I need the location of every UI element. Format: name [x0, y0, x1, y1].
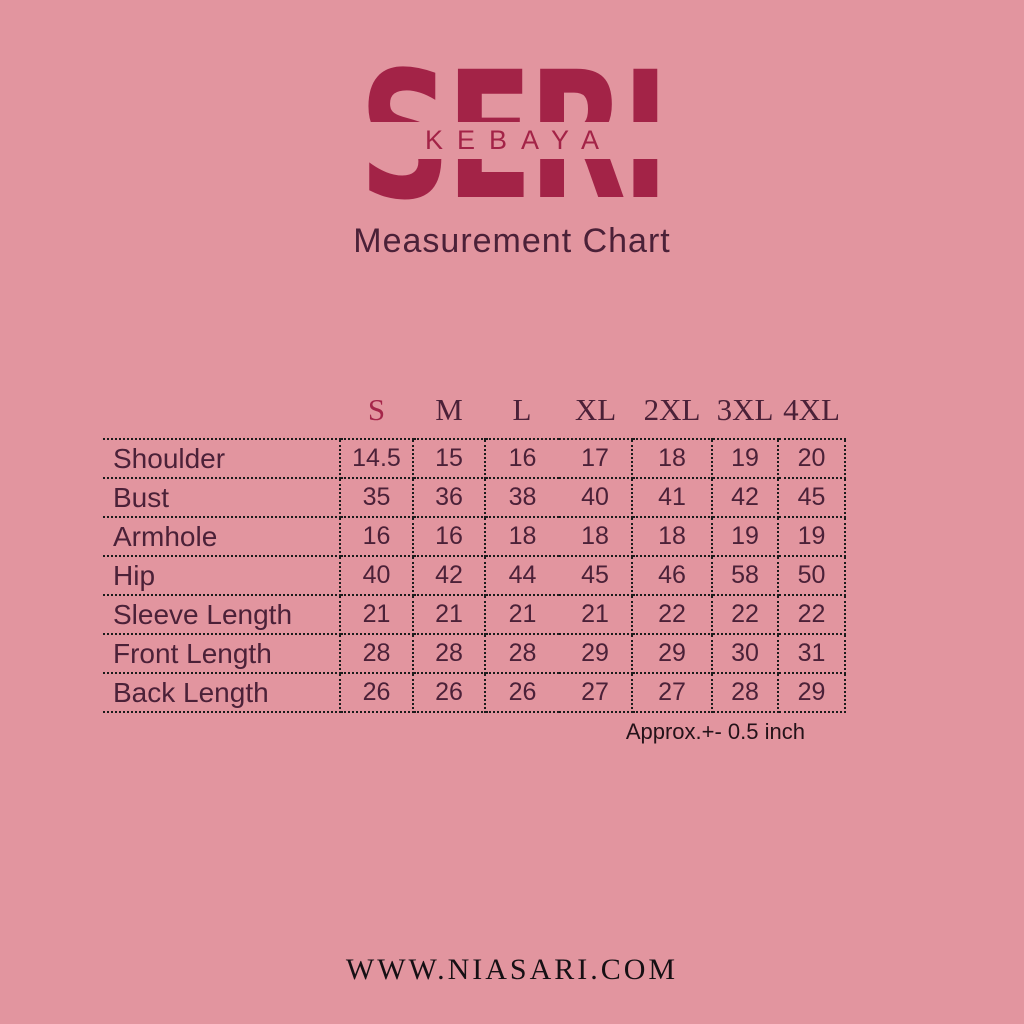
measurement-value: 29 — [559, 633, 633, 674]
measurement-table-wrap: S M L XL 2XL 3XL 4XL Shoulder 14.5 15 16 17 18 19 20 B… — [103, 386, 846, 713]
measurement-value: 21 — [412, 594, 486, 635]
website-url: WWW.NIASARI.COM — [345, 953, 679, 986]
size-header-2xl: 2XL — [632, 386, 712, 440]
measurement-value: 42 — [711, 477, 779, 518]
row-label-back-length: Back Length — [103, 672, 341, 713]
row-label-hip: Hip — [103, 555, 341, 596]
measurement-value: 30 — [711, 633, 779, 674]
measurement-value: 15 — [412, 438, 486, 479]
measurement-value: 26 — [412, 672, 486, 713]
measurement-value: 18 — [631, 438, 713, 479]
table-row: Shoulder 14.5 15 16 17 18 19 20 — [103, 438, 846, 479]
measurement-value: 16 — [339, 516, 414, 557]
measurement-value: 50 — [777, 555, 846, 596]
measurement-value: 42 — [412, 555, 486, 596]
measurement-value: 28 — [484, 633, 559, 674]
measurement-value: 19 — [711, 438, 779, 479]
measurement-value: 40 — [339, 555, 414, 596]
measurement-table: S M L XL 2XL 3XL 4XL Shoulder 14.5 15 16 17 18 19 20 B… — [103, 386, 846, 713]
measurement-value: 40 — [559, 477, 633, 518]
table-row: Armhole 16 16 18 18 18 19 19 — [103, 516, 846, 557]
measurement-value: 27 — [559, 672, 633, 713]
row-label-armhole: Armhole — [103, 516, 341, 557]
size-header-4xl: 4XL — [778, 386, 845, 440]
measurement-value: 28 — [339, 633, 414, 674]
measurement-value: 41 — [631, 477, 713, 518]
size-header-row: S M L XL 2XL 3XL 4XL — [103, 386, 845, 440]
measurement-value: 14.5 — [339, 438, 414, 479]
row-label-sleeve-length: Sleeve Length — [103, 594, 341, 635]
size-header-row-tr: S M L XL 2XL 3XL 4XL — [103, 386, 845, 440]
size-header-xl: XL — [559, 386, 632, 440]
measurement-value: 29 — [777, 672, 846, 713]
size-header-l: L — [485, 386, 559, 440]
measurement-value: 28 — [711, 672, 779, 713]
measurement-value: 45 — [559, 555, 633, 596]
measurement-value: 45 — [777, 477, 846, 518]
measurement-value: 18 — [484, 516, 559, 557]
measurement-value: 19 — [777, 516, 846, 557]
measurement-value: 27 — [631, 672, 713, 713]
measurement-value: 21 — [484, 594, 559, 635]
brand-logo-lockup: SERI KEBAYA — [323, 49, 701, 225]
size-header-s: S — [340, 386, 413, 440]
size-header-m: M — [413, 386, 485, 440]
measurement-value: 21 — [339, 594, 414, 635]
measurement-value: 31 — [777, 633, 846, 674]
measurement-value: 22 — [711, 594, 779, 635]
measurement-value: 26 — [339, 672, 414, 713]
measurement-value: 17 — [559, 438, 633, 479]
measurement-value: 20 — [777, 438, 846, 479]
measurement-value: 38 — [484, 477, 559, 518]
table-corner-cell — [103, 386, 340, 440]
row-label-shoulder: Shoulder — [103, 438, 341, 479]
measurement-value: 21 — [559, 594, 633, 635]
brand-logo: SERI KEBAYA — [0, 49, 1024, 225]
table-row: Sleeve Length 21 21 21 21 22 22 22 — [103, 594, 846, 635]
measurement-value: 35 — [339, 477, 414, 518]
row-label-bust: Bust — [103, 477, 341, 518]
measurement-value: 46 — [631, 555, 713, 596]
measurement-value: 29 — [631, 633, 713, 674]
measurement-value: 28 — [412, 633, 486, 674]
measurement-value: 16 — [412, 516, 486, 557]
table-row: Front Length 28 28 28 29 29 30 31 — [103, 633, 846, 674]
row-label-front-length: Front Length — [103, 633, 341, 674]
size-header-3xl: 3XL — [712, 386, 778, 440]
brand-logo-band: KEBAYA — [323, 122, 701, 159]
measurement-value: 36 — [412, 477, 486, 518]
page-title: Measurement Chart — [353, 222, 671, 260]
table-row: Back Length 26 26 26 27 27 28 29 — [103, 672, 846, 713]
measurement-value: 19 — [711, 516, 779, 557]
measurement-value: 44 — [484, 555, 559, 596]
measurement-rows: Shoulder 14.5 15 16 17 18 19 20 Bust 35 36 38 40 41 42… — [103, 438, 846, 713]
measurement-value: 58 — [711, 555, 779, 596]
tolerance-note: Approx.+- 0.5 inch — [625, 719, 805, 744]
brand-subtext: KEBAYA — [424, 125, 614, 155]
measurement-value: 22 — [631, 594, 713, 635]
measurement-value: 26 — [484, 672, 559, 713]
measurement-value: 18 — [559, 516, 633, 557]
measurement-value: 22 — [777, 594, 846, 635]
measurement-value: 18 — [631, 516, 713, 557]
measurement-value: 16 — [484, 438, 559, 479]
table-row: Hip 40 42 44 45 46 58 50 — [103, 555, 846, 596]
table-row: Bust 35 36 38 40 41 42 45 — [103, 477, 846, 518]
